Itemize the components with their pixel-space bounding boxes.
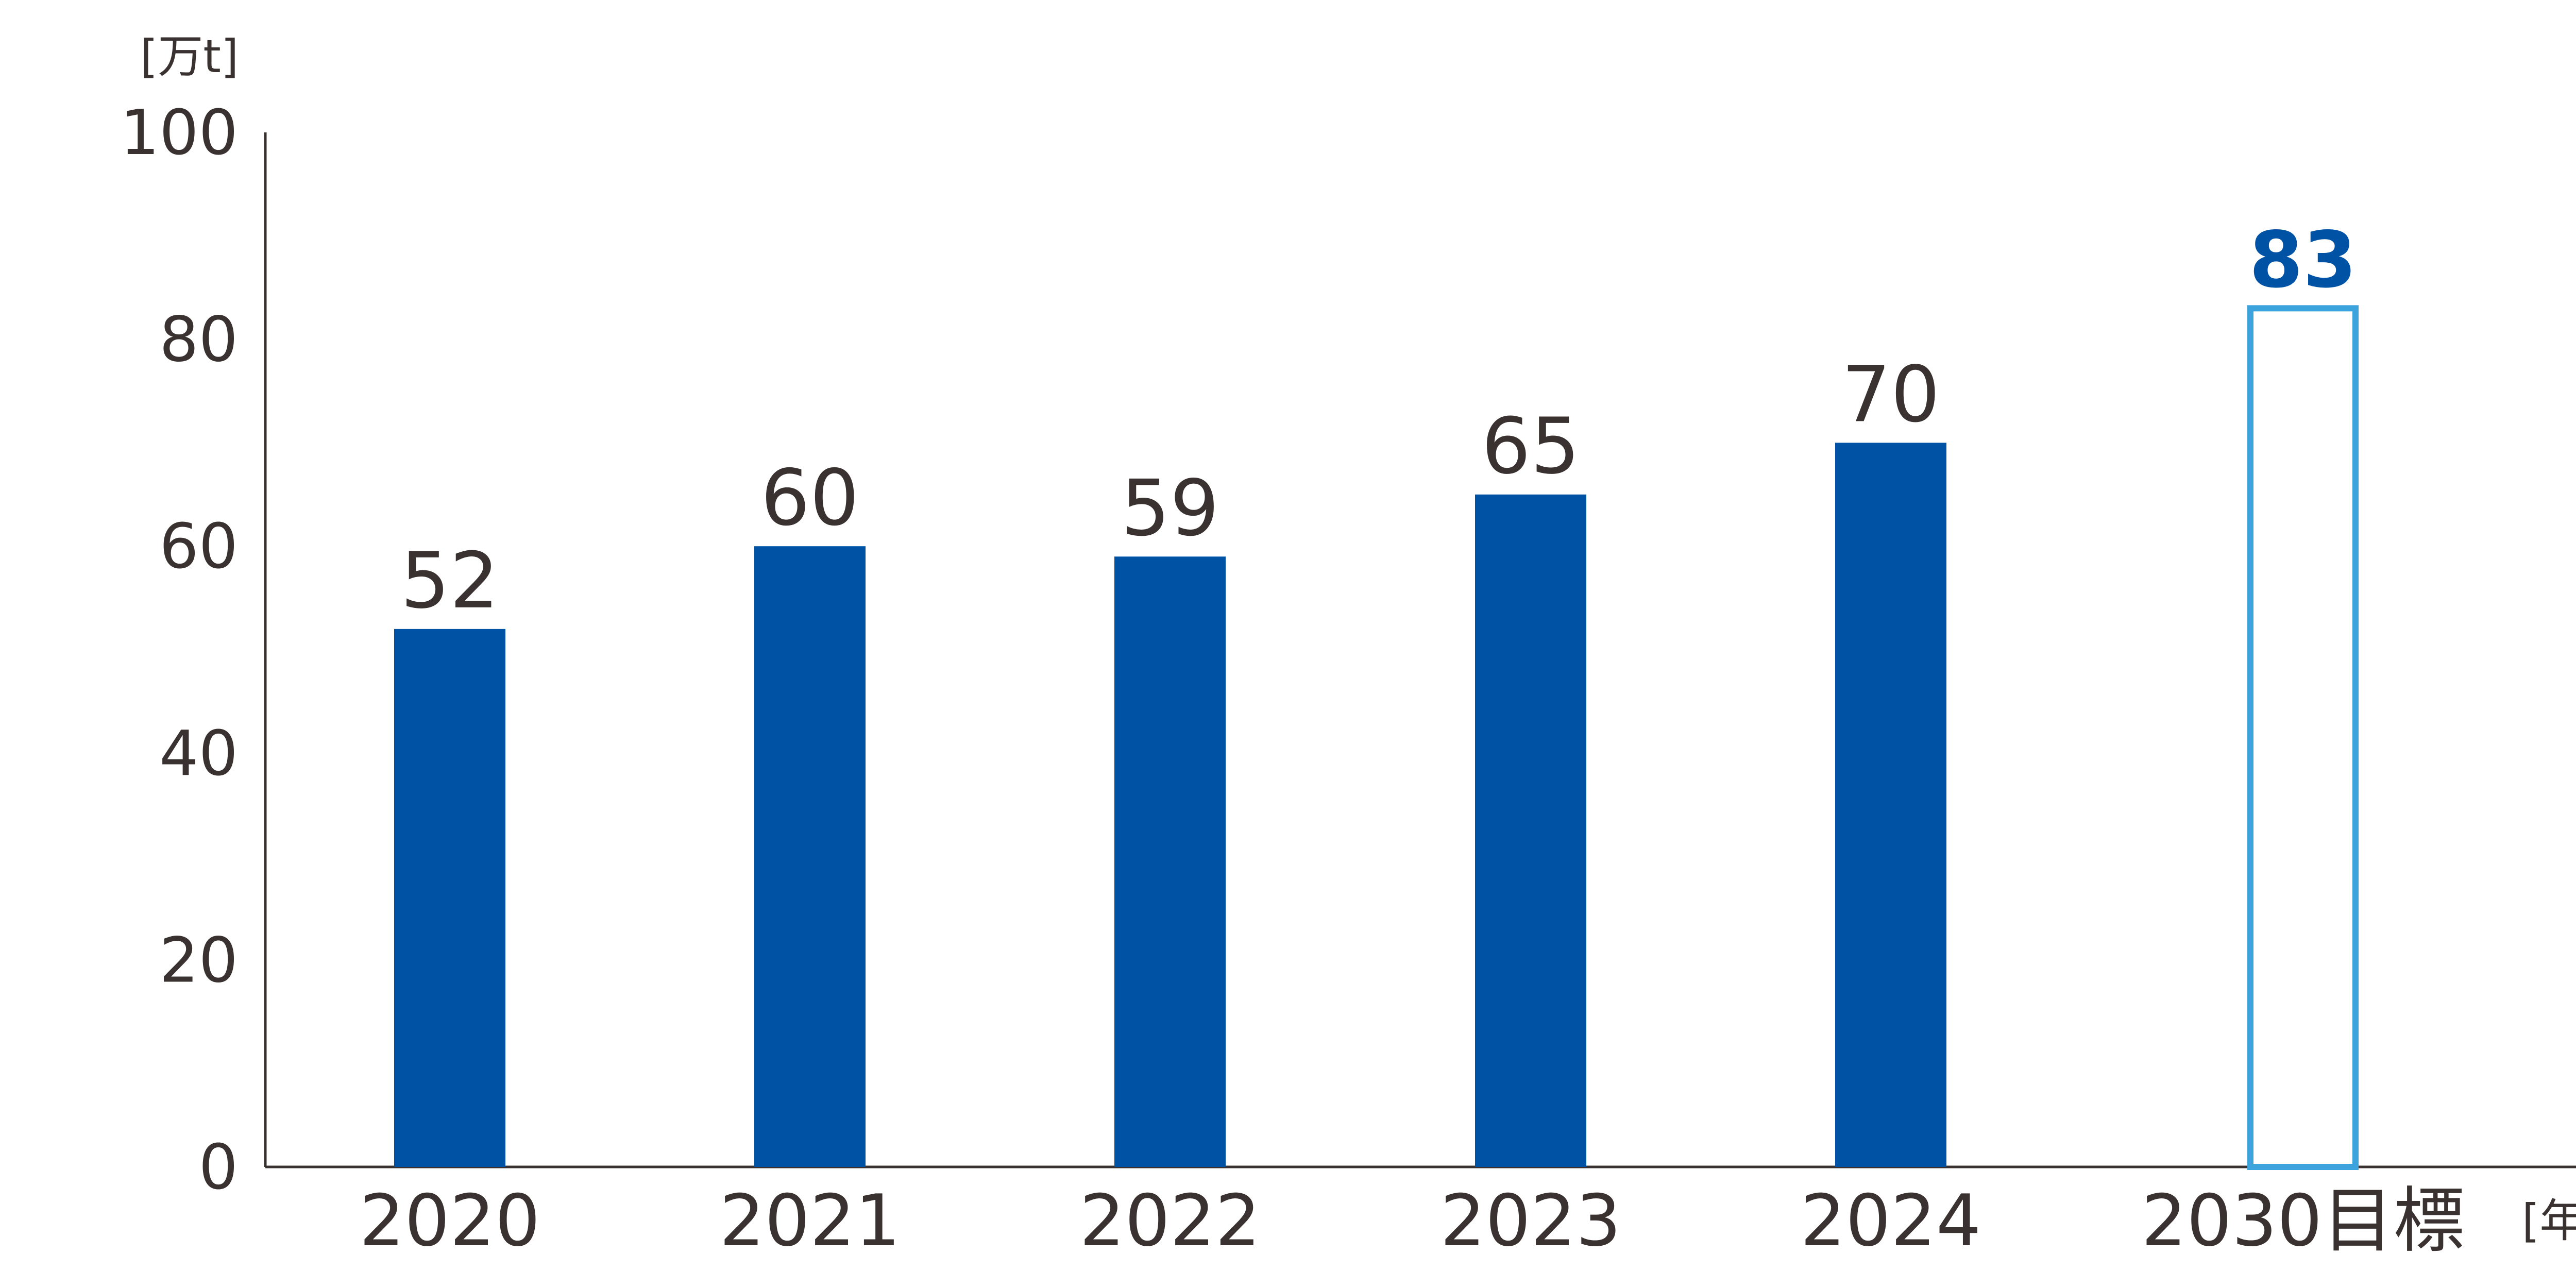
x-tick-label: 2024: [1800, 1179, 1981, 1262]
y-tick-label: 100: [120, 97, 238, 169]
bar: [394, 629, 505, 1167]
bar-target-outline: [2247, 305, 2359, 1170]
x-tick-labels: 2020 2021 2022 2023 2024 2030目標: [359, 1179, 2464, 1262]
axes: [264, 132, 2576, 1168]
bar-value-label: 70: [1842, 350, 1940, 439]
bar-value-label: 65: [1482, 402, 1580, 492]
bar: [1475, 494, 1586, 1167]
bar-value-label: 52: [401, 536, 499, 626]
y-ticks: 0 20 40 60 80 100: [120, 97, 238, 1204]
bar: [1114, 556, 1226, 1167]
bar: [1835, 443, 1946, 1167]
target-value-label: 83: [2249, 215, 2357, 305]
x-tick-label: 2021: [719, 1179, 900, 1262]
y-tick-label: 40: [159, 718, 238, 790]
y-tick-label: 0: [199, 1132, 238, 1204]
y-axis-unit-label: [万t]: [140, 30, 239, 83]
y-tick-label: 80: [159, 304, 238, 376]
bar-value-label: 59: [1121, 464, 1219, 553]
x-axis-unit-label: [年度]: [2522, 1194, 2576, 1247]
x-tick-label: 2030目標: [2141, 1179, 2464, 1262]
bar-value-label: 60: [761, 453, 859, 543]
bars: [394, 305, 2359, 1170]
x-tick-label: 2020: [359, 1179, 540, 1262]
y-tick-label: 20: [159, 925, 238, 996]
value-labels: 52 60 59 65 70 83: [401, 215, 2357, 625]
x-tick-label: 2023: [1440, 1179, 1621, 1262]
x-tick-label: 2022: [1079, 1179, 1260, 1262]
y-tick-label: 60: [159, 511, 238, 583]
bar: [754, 546, 866, 1167]
